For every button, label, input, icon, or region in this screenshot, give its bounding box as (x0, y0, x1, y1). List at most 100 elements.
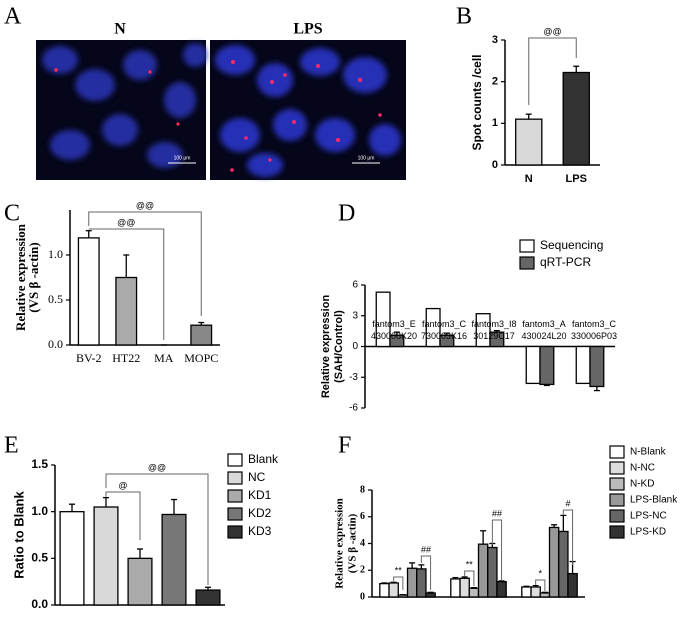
y-axis-title-line: Relative expression (13, 223, 28, 331)
significance-label: # (565, 498, 570, 508)
bar (539, 345, 555, 386)
bar (468, 587, 480, 598)
image-label: N (114, 21, 126, 38)
legend-label: LPS-KD (630, 527, 666, 538)
y-tick-label: 0.5 (48, 292, 63, 306)
significance-label: @@ (543, 26, 561, 36)
legend-swatch (227, 471, 243, 485)
legend-swatch (519, 256, 535, 270)
x-tick-label: N (525, 173, 533, 185)
bar (530, 586, 541, 598)
significance-bracket (562, 509, 574, 565)
bar (190, 324, 213, 346)
x-tick-label: MA (154, 351, 174, 365)
bar (450, 578, 461, 598)
legend-label: Sequencing (540, 238, 603, 252)
bar (548, 526, 560, 598)
legend-label: N-KD (630, 479, 654, 490)
bar (93, 506, 119, 606)
y-tick-label: 0 (492, 159, 498, 171)
legend-swatch (227, 453, 243, 467)
y-tick-label: 4 (360, 538, 365, 549)
legend-swatch (609, 509, 625, 523)
bar (459, 577, 470, 598)
significance-label: @@ (117, 217, 135, 227)
legend-label: Blank (248, 452, 279, 466)
x-tick-label: fantom3_E (372, 319, 416, 329)
significance-bracket (464, 570, 475, 586)
y-axis-title-line: Relative expression (334, 498, 346, 589)
y-tick-label: 2 (360, 565, 365, 576)
x-tick-label: 430008K20 (371, 331, 417, 341)
legend-swatch (609, 525, 625, 539)
bar (77, 237, 100, 346)
legend-swatch (609, 461, 625, 475)
bar (515, 118, 543, 166)
legend-swatch (227, 507, 243, 521)
y-axis-title-line: (VS β -actin) (347, 513, 359, 573)
y-axis-title-line: Ratio to Blank (11, 491, 26, 579)
image-label: LPS (293, 21, 322, 38)
x-tick-label: fantom3_C (422, 319, 467, 329)
bar (379, 582, 390, 598)
significance-label: @ (118, 480, 127, 490)
x-tick-label: BV-2 (76, 351, 102, 365)
bar (567, 572, 578, 598)
legend-label: LPS-Blank (630, 495, 678, 506)
significance-bracket (535, 579, 546, 591)
bar (525, 345, 541, 385)
y-tick-label: 1.0 (31, 504, 48, 518)
y-tick-label: 1.0 (48, 247, 63, 261)
legend-swatch (519, 239, 535, 253)
y-tick-label: 6 (360, 511, 365, 522)
bar (496, 580, 507, 598)
y-tick-label: -6 (349, 403, 358, 414)
legend-label: KD3 (248, 524, 272, 538)
y-axis-title: Relative expression(VS β -actin) (13, 223, 41, 331)
bar (475, 313, 491, 348)
y-axis-title: Spot counts /cell (470, 54, 484, 150)
significance-label: ** (395, 565, 403, 575)
x-tick-label: 330006P03 (571, 331, 617, 341)
significance-bracket (88, 228, 165, 340)
y-axis-title: Relative expression(VS β -actin) (334, 498, 359, 589)
significance-label: @@ (148, 462, 166, 472)
micrograph: 100 μm (210, 40, 406, 180)
legend-label: N-NC (630, 463, 655, 474)
bar (425, 307, 441, 348)
y-axis-title-line: (SAH/Control) (333, 310, 345, 383)
bar (589, 345, 605, 388)
legend-swatch (609, 445, 625, 459)
panel-letter: F (338, 433, 351, 459)
legend-label: LPS-NC (630, 511, 667, 522)
y-tick-label: 0 (352, 341, 358, 352)
y-axis-title-line: (VS β -actin) (26, 242, 41, 312)
bar (539, 592, 551, 598)
significance-bracket (393, 576, 404, 590)
y-tick-label: 3 (352, 310, 358, 321)
bar (562, 71, 590, 166)
bar (487, 546, 498, 598)
x-tick-label: fantom3_C (572, 319, 617, 329)
panel-letter: C (4, 201, 20, 227)
significance-bracket (88, 211, 202, 316)
x-tick-label: 430024L20 (521, 331, 566, 341)
significance-label: ** (466, 559, 474, 569)
scale-bar-label: 100 μm (358, 155, 375, 161)
significance-bracket (105, 473, 209, 585)
bar (558, 530, 569, 598)
x-tick-label: 730003K16 (421, 331, 467, 341)
significance-bracket (420, 555, 432, 590)
bar (521, 586, 532, 598)
bar (575, 345, 591, 385)
legend-label: NC (248, 470, 266, 484)
legend-label: KD1 (248, 488, 272, 502)
x-tick-label: fantom3_I8 (471, 319, 516, 329)
significance-label: ## (421, 544, 431, 554)
legend-swatch (609, 477, 625, 491)
panel-letter: E (4, 433, 19, 459)
micrograph: 100 μm (36, 40, 207, 180)
y-tick-label: 0.5 (31, 551, 48, 565)
legend-label: N-Blank (630, 447, 667, 458)
